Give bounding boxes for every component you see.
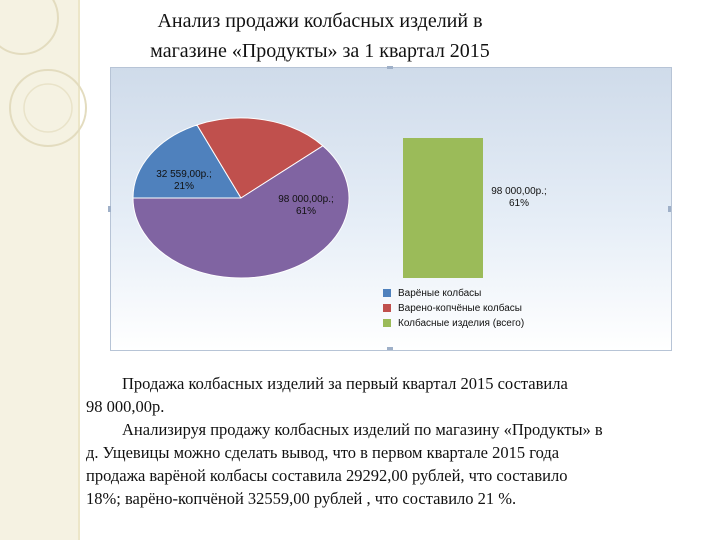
legend-label-1: Варёные колбасы	[398, 287, 481, 299]
resize-handle-bottom[interactable]	[387, 347, 393, 350]
paragraph-1-line-2: 98 000,00р.	[86, 397, 165, 416]
bar-label-value: 98 000,00р.;	[491, 186, 547, 197]
paragraph-1-line-1: Продажа колбасных изделий за первый квар…	[122, 374, 568, 393]
slide-title: Анализ продажи колбасных изделий в магаз…	[100, 6, 540, 66]
decorative-circles	[0, 0, 87, 147]
pie-label-value-3: 98 000,00р.;	[278, 194, 334, 205]
resize-handle-top[interactable]	[387, 66, 393, 69]
pie-label-pct-2: 21%	[174, 181, 194, 192]
title-line-2: магазине «Продукты» за 1 квартал 2015	[150, 40, 490, 62]
bar-label-pct: 61%	[509, 198, 529, 209]
legend-label-2: Варено-копчёные колбасы	[398, 302, 522, 314]
paragraph-2-line-2: д. Ущевицы можно сделать вывод, что в пе…	[86, 443, 560, 462]
legend-swatch-3	[383, 319, 391, 327]
pie-label-value-2: 32 559,00р.;	[156, 169, 212, 180]
pie-label-pct-3: 61%	[296, 206, 316, 217]
title-line-1: Анализ продажи колбасных изделий в	[157, 10, 483, 32]
pie-slice-2	[196, 117, 324, 199]
resize-handle-right[interactable]	[668, 206, 671, 212]
legend-label-3: Колбасные изделия (всего)	[398, 317, 524, 329]
paragraph-2-line-4: 18%; варёно-копчёной 32559,00 рублей , ч…	[86, 489, 517, 508]
bar-total	[403, 138, 483, 278]
resize-handle-left[interactable]	[108, 206, 111, 212]
legend-swatch-2	[383, 304, 391, 312]
paragraph-2-line-3: продажа варёной колбасы составила 29292,…	[86, 466, 568, 485]
pie-bar-chart: 29 292,00р.;18%32 559,00р.;21%98 000,00р…	[132, 117, 547, 329]
pie-slice-3	[132, 145, 350, 279]
paragraph-2-line-1: Анализируя продажу колбасных изделий по …	[122, 420, 603, 439]
chart-frame[interactable]: 29 292,00р.;18%32 559,00р.;21%98 000,00р…	[110, 67, 672, 351]
legend-swatch-1	[383, 289, 391, 297]
pie-slice-1	[132, 124, 242, 199]
body-text: Продажа колбасных изделий за первый квар…	[86, 372, 710, 510]
slide-left-band	[0, 0, 80, 540]
